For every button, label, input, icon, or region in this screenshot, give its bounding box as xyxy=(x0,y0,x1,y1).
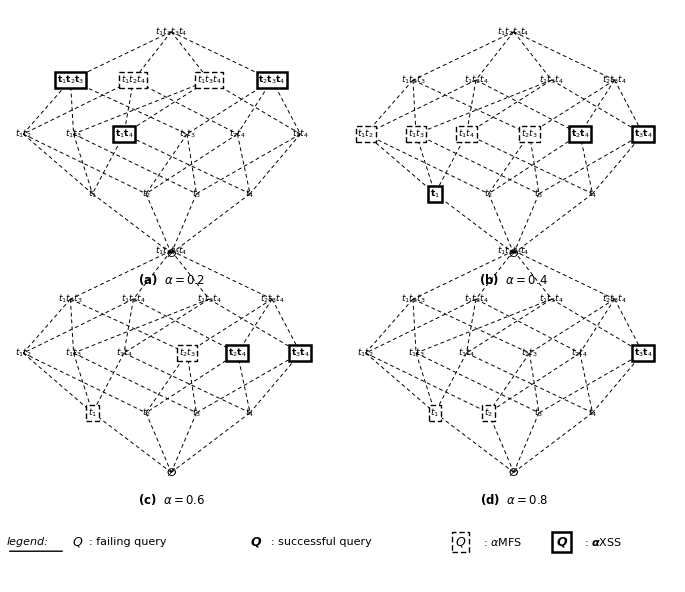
Text: $t_{1}t_{2}$: $t_{1}t_{2}$ xyxy=(15,347,32,359)
Text: $\mathbf{(d)}$  $\alpha = 0.8$: $\mathbf{(d)}$ $\alpha = 0.8$ xyxy=(479,491,548,507)
Text: $\mathbf{t}_{2}\mathbf{t}_{4}$: $\mathbf{t}_{2}\mathbf{t}_{4}$ xyxy=(571,128,589,140)
Text: $t_{1}t_{2}t_{3}t_{4}$: $t_{1}t_{2}t_{3}t_{4}$ xyxy=(155,25,188,38)
Text: $t_{1}t_{2}t_{3}$: $t_{1}t_{2}t_{3}$ xyxy=(401,74,425,86)
Text: $\mathbf{\varnothing}$: $\mathbf{\varnothing}$ xyxy=(166,247,177,259)
Text: $\mathbf{t}_{3}\mathbf{t}_{4}$: $\mathbf{t}_{3}\mathbf{t}_{4}$ xyxy=(634,128,652,140)
Text: $\mathbf{\varnothing}$: $\mathbf{\varnothing}$ xyxy=(166,466,177,478)
Text: $t_{1}t_{3}t_{4}$: $t_{1}t_{3}t_{4}$ xyxy=(197,293,221,305)
Text: : $\alpha$MFS: : $\alpha$MFS xyxy=(483,536,522,548)
Text: $t_{1}t_{2}t_{4}$: $t_{1}t_{2}t_{4}$ xyxy=(121,293,146,305)
Text: $t_{1}t_{2}t_{3}t_{4}$: $t_{1}t_{2}t_{3}t_{4}$ xyxy=(497,244,530,257)
Text: $t_{1}t_{4}$: $t_{1}t_{4}$ xyxy=(458,347,475,359)
Text: $t_{2}t_{3}t_{4}$: $t_{2}t_{3}t_{4}$ xyxy=(260,293,284,305)
Text: $t_{3}$: $t_{3}$ xyxy=(192,188,201,200)
Text: legend:: legend: xyxy=(7,537,49,547)
Text: $t_{1}$: $t_{1}$ xyxy=(88,188,97,200)
Text: $t_{1}t_{2}t_{3}t_{4}$: $t_{1}t_{2}t_{3}t_{4}$ xyxy=(155,244,188,257)
Text: $t_{1}t_{3}$: $t_{1}t_{3}$ xyxy=(408,347,425,359)
Text: $t_{1}t_{4}$: $t_{1}t_{4}$ xyxy=(458,128,475,140)
Text: $t_{1}t_{2}$: $t_{1}t_{2}$ xyxy=(15,128,32,140)
Text: $t_{2}t_{3}$: $t_{2}t_{3}$ xyxy=(179,347,195,359)
Text: $Q$: $Q$ xyxy=(72,535,84,549)
Text: $\mathbf{(c)}$  $\alpha = 0.6$: $\mathbf{(c)}$ $\alpha = 0.6$ xyxy=(138,491,205,507)
Text: $\mathbf{t}_{2}\mathbf{t}_{3}\mathbf{t}_{4}$: $\mathbf{t}_{2}\mathbf{t}_{3}\mathbf{t}_… xyxy=(258,74,286,86)
Text: $t_{2}t_{4}$: $t_{2}t_{4}$ xyxy=(571,347,588,359)
Text: $t_{2}$: $t_{2}$ xyxy=(142,407,151,419)
Text: $t_{2}t_{3}t_{4}$: $t_{2}t_{3}t_{4}$ xyxy=(602,293,627,305)
Text: $t_{2}$: $t_{2}$ xyxy=(142,188,151,200)
Text: $\mathbf{t}_{2}\mathbf{t}_{4}$: $\mathbf{t}_{2}\mathbf{t}_{4}$ xyxy=(228,347,247,359)
Text: $\mathbf{t}_{1}\mathbf{t}_{4}$: $\mathbf{t}_{1}\mathbf{t}_{4}$ xyxy=(114,128,134,140)
Text: $t_{1}t_{2}t_{3}t_{4}$: $t_{1}t_{2}t_{3}t_{4}$ xyxy=(497,25,530,38)
Text: $t_{3}$: $t_{3}$ xyxy=(192,407,201,419)
Text: $t_{2}t_{3}$: $t_{2}t_{3}$ xyxy=(521,347,538,359)
Text: $t_{2}t_{3}t_{4}$: $t_{2}t_{3}t_{4}$ xyxy=(602,74,627,86)
Text: $\mathbf{t}_{1}\mathbf{t}_{2}\mathbf{t}_{3}$: $\mathbf{t}_{1}\mathbf{t}_{2}\mathbf{t}_… xyxy=(57,74,84,86)
Text: $t_{3}$: $t_{3}$ xyxy=(534,188,543,200)
Text: $t_{1}t_{3}$: $t_{1}t_{3}$ xyxy=(65,347,82,359)
Text: $\mathbf{(b)}$  $\alpha = 0.4$: $\mathbf{(b)}$ $\alpha = 0.4$ xyxy=(479,272,548,288)
Text: $t_{1}t_{2}$: $t_{1}t_{2}$ xyxy=(358,128,374,140)
Text: $t_{1}t_{3}t_{4}$: $t_{1}t_{3}t_{4}$ xyxy=(539,74,564,86)
Text: $t_{2}t_{3}$: $t_{2}t_{3}$ xyxy=(179,128,195,140)
Text: $\mathbf{t}_{3}\mathbf{t}_{4}$: $\mathbf{t}_{3}\mathbf{t}_{4}$ xyxy=(291,347,310,359)
Text: $t_{2}$: $t_{2}$ xyxy=(484,407,493,419)
Text: $t_{3}$: $t_{3}$ xyxy=(534,407,543,419)
Text: : successful query: : successful query xyxy=(271,537,371,547)
Text: $t_{4}$: $t_{4}$ xyxy=(245,407,255,419)
Text: $\boldsymbol{Q}$: $\boldsymbol{Q}$ xyxy=(556,535,568,549)
Text: $t_{1}t_{2}t_{4}$: $t_{1}t_{2}t_{4}$ xyxy=(464,74,488,86)
Text: $t_{1}t_{2}t_{4}$: $t_{1}t_{2}t_{4}$ xyxy=(121,74,146,86)
Text: $t_{1}t_{4}$: $t_{1}t_{4}$ xyxy=(116,347,132,359)
Text: $t_{1}t_{3}$: $t_{1}t_{3}$ xyxy=(65,128,82,140)
Text: $t_{2}$: $t_{2}$ xyxy=(484,188,493,200)
Text: $\boldsymbol{Q}$: $\boldsymbol{Q}$ xyxy=(250,535,262,549)
Text: $t_{1}$: $t_{1}$ xyxy=(88,407,97,419)
Text: : failing query: : failing query xyxy=(89,537,166,547)
Text: $\mathbf{t}_{3}\mathbf{t}_{4}$: $\mathbf{t}_{3}\mathbf{t}_{4}$ xyxy=(634,347,652,359)
Text: $t_{1}t_{2}t_{3}$: $t_{1}t_{2}t_{3}$ xyxy=(58,293,83,305)
Text: $\mathbf{\varnothing}$: $\mathbf{\varnothing}$ xyxy=(508,466,519,478)
Text: $t_{1}t_{2}t_{4}$: $t_{1}t_{2}t_{4}$ xyxy=(464,293,488,305)
Text: $t_{3}t_{4}$: $t_{3}t_{4}$ xyxy=(292,128,309,140)
Text: $\mathbf{t}_{1}$: $\mathbf{t}_{1}$ xyxy=(430,188,440,200)
Text: $t_{4}$: $t_{4}$ xyxy=(588,188,597,200)
Text: $t_{1}t_{3}t_{4}$: $t_{1}t_{3}t_{4}$ xyxy=(539,293,564,305)
Text: $t_{1}$: $t_{1}$ xyxy=(430,407,440,419)
Text: $\mathbf{(a)}$  $\alpha = 0.2$: $\mathbf{(a)}$ $\alpha = 0.2$ xyxy=(138,272,205,288)
Text: $t_{2}t_{3}$: $t_{2}t_{3}$ xyxy=(521,128,538,140)
Text: $t_{1}t_{3}$: $t_{1}t_{3}$ xyxy=(408,128,425,140)
Text: : $\boldsymbol{\alpha}$XSS: : $\boldsymbol{\alpha}$XSS xyxy=(584,536,623,548)
Text: $t_{2}t_{4}$: $t_{2}t_{4}$ xyxy=(229,128,246,140)
Text: $t_{4}$: $t_{4}$ xyxy=(588,407,597,419)
Text: $t_{4}$: $t_{4}$ xyxy=(245,188,255,200)
Text: $t_{1}t_{2}t_{3}$: $t_{1}t_{2}t_{3}$ xyxy=(401,293,425,305)
Text: $t_{1}t_{2}$: $t_{1}t_{2}$ xyxy=(358,347,374,359)
Text: $t_{1}t_{3}t_{4}$: $t_{1}t_{3}t_{4}$ xyxy=(197,74,221,86)
Text: $Q$: $Q$ xyxy=(455,535,466,549)
Text: $\mathbf{\varnothing}$: $\mathbf{\varnothing}$ xyxy=(508,247,519,259)
